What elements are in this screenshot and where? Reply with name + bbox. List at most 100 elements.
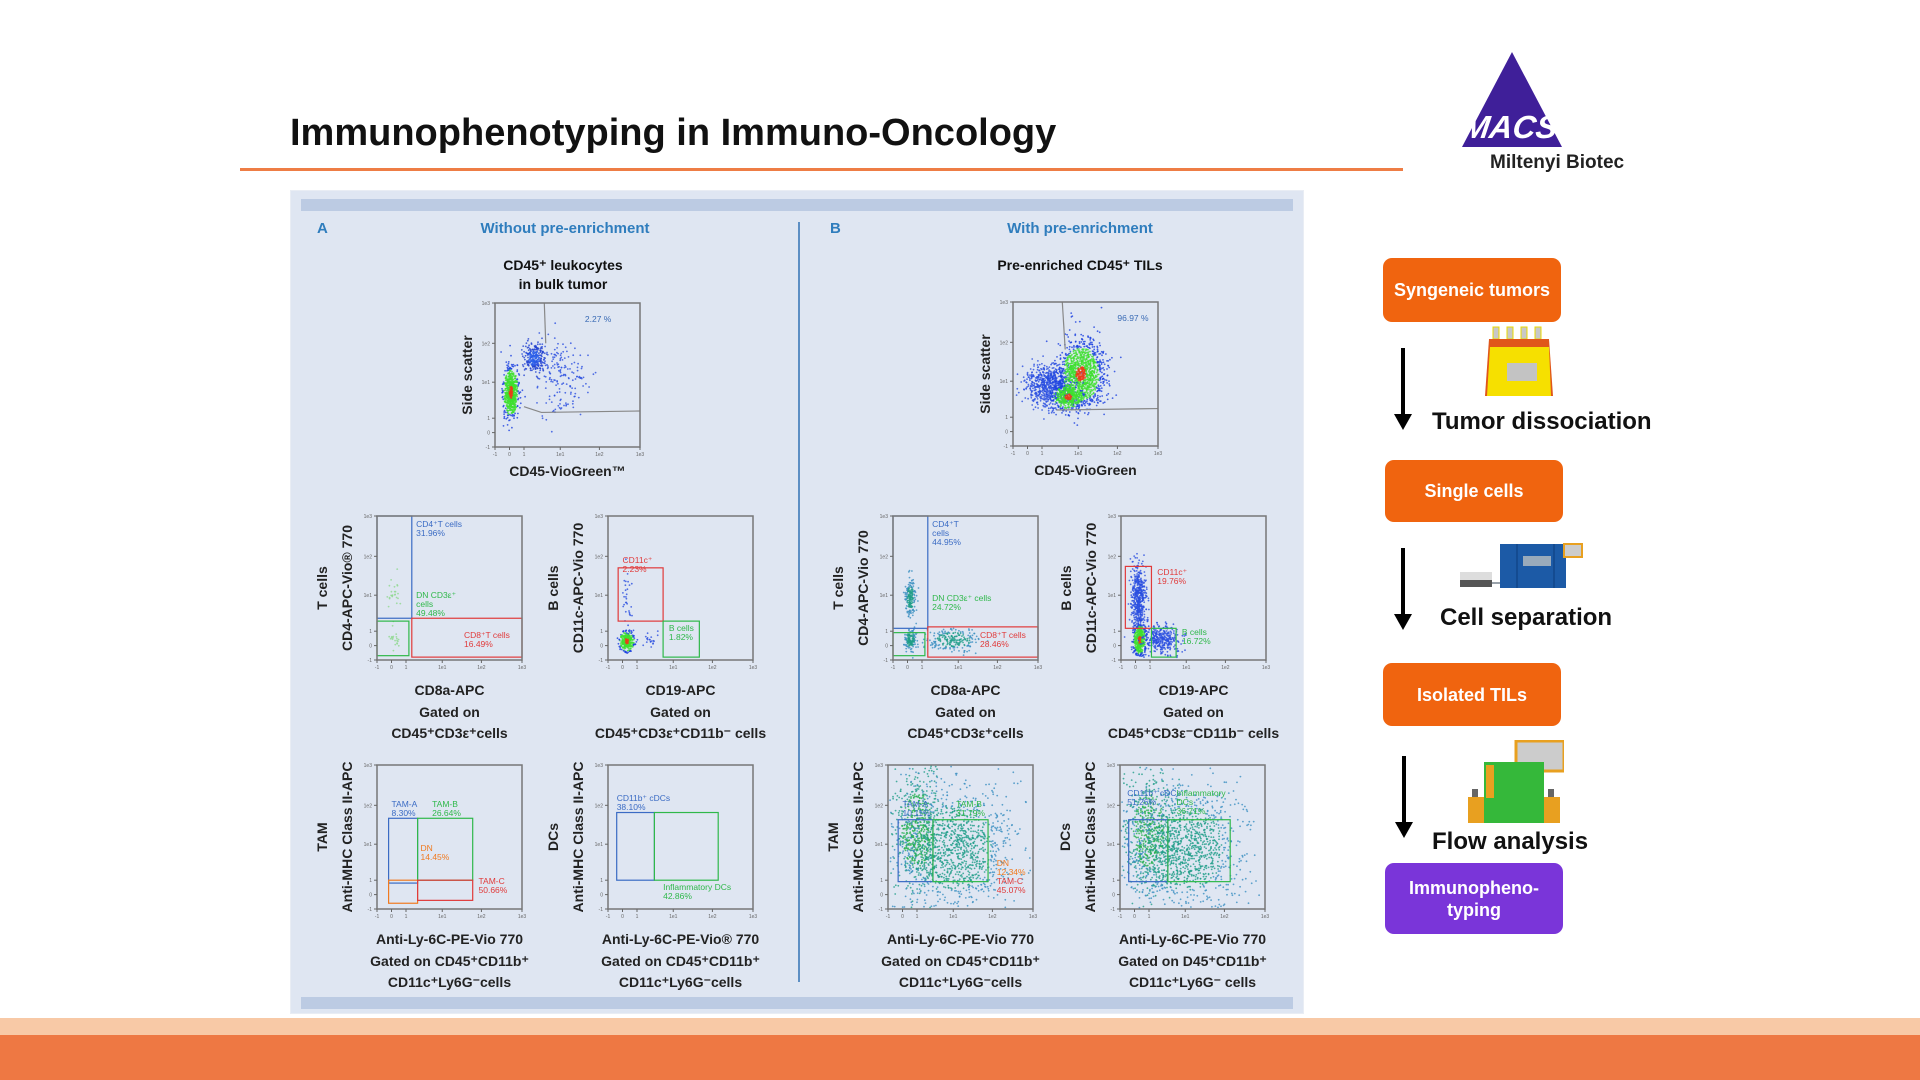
event-dot [1064,364,1067,366]
event-dot [559,354,562,357]
event-dot [1139,597,1142,599]
event-dot [1086,360,1089,362]
event-dot [934,637,937,640]
event-dot [574,378,577,380]
event-dot [914,591,917,594]
event-dot [623,638,625,641]
event-dot [1101,378,1104,381]
event-dot [529,355,531,358]
event-dot [396,642,398,644]
population-label: TAM [314,822,330,852]
event-dot [1075,406,1078,408]
event-dot [510,403,513,406]
event-dot [974,638,977,641]
event-dot [966,650,968,653]
event-dot [913,637,915,640]
event-dot [1072,348,1075,351]
event-dot [1086,402,1089,405]
event-dot [917,587,920,589]
event-dot [1068,405,1070,408]
event-dot [1063,406,1066,409]
event-dot [548,395,551,398]
event-dot [1066,361,1069,364]
x-tick-label: 1 [636,914,639,920]
event-dot [1083,367,1086,370]
event-dot [1087,351,1090,353]
event-dot [1049,397,1051,400]
event-dot [516,381,518,384]
plot-frame [376,515,523,661]
event-dot [1036,402,1038,404]
event-dot [554,408,557,411]
gate-line [1056,407,1159,411]
y-tick-label: 0 [369,893,372,899]
event-dot [1143,613,1146,616]
x-tick-label: 1 [405,665,408,671]
panel-a-letter: A [317,220,328,237]
event-dot [1095,382,1097,385]
event-dot [504,369,506,372]
event-dot [506,403,508,406]
event-dot [1054,407,1057,409]
event-dot [1043,395,1046,397]
event-dot [562,374,565,377]
panel-b-letter: B [830,220,841,237]
event-dot [531,351,534,354]
event-dot [629,637,631,640]
event-dot [942,647,945,650]
x-axis-label: CD45-VioGreen [1034,462,1137,478]
event-dot [547,333,550,336]
event-dot [536,402,538,404]
event-dot [1128,579,1131,582]
event-dot [1078,384,1080,387]
event-dot [509,369,511,372]
event-dot [572,400,574,403]
event-dot [1069,368,1072,371]
event-dot [1093,371,1095,374]
event-dot [1072,358,1075,360]
event-dot [1038,386,1041,388]
event-dot [555,384,557,387]
event-dot [1093,348,1096,351]
event-dot [1029,379,1031,382]
event-dot [1059,396,1062,399]
event-dot [1129,602,1132,605]
event-dot [1027,383,1030,386]
event-dot [1143,585,1146,588]
event-dot [564,374,567,377]
event-dot [1145,592,1148,595]
event-dot [1078,363,1080,365]
event-dot [560,366,563,369]
event-dot [1053,411,1055,414]
event-dot [1074,391,1076,394]
gate-label: CD4⁺T cells 31.96% [416,519,463,539]
event-dot [1052,378,1054,380]
event-dot [1057,382,1060,385]
event-dot [916,643,919,646]
event-dot [1061,382,1064,385]
y-tick-label: 1 [369,878,372,884]
event-dot [541,337,543,340]
event-dot [968,649,971,652]
event-dot [500,351,502,353]
event-dot [1091,399,1094,402]
event-dot [579,377,582,379]
y-axis-label: CD4-APC-Vio 770 [855,530,871,646]
event-dot [1035,392,1038,395]
event-dot [551,360,553,363]
event-dot [1092,363,1095,365]
x-tick-label: 1e3 [1034,665,1043,671]
event-dot [1075,399,1078,401]
event-dot [1069,372,1072,374]
event-dot [545,381,548,383]
event-dot [947,631,950,634]
event-dot [1087,336,1090,338]
event-dot [1039,397,1042,400]
event-dot [1135,597,1138,600]
event-dot [1083,345,1086,348]
event-dot [649,640,652,643]
event-dot [1082,367,1084,370]
event-dot [1055,386,1058,389]
event-dot [628,639,631,642]
event-dot [646,637,649,639]
